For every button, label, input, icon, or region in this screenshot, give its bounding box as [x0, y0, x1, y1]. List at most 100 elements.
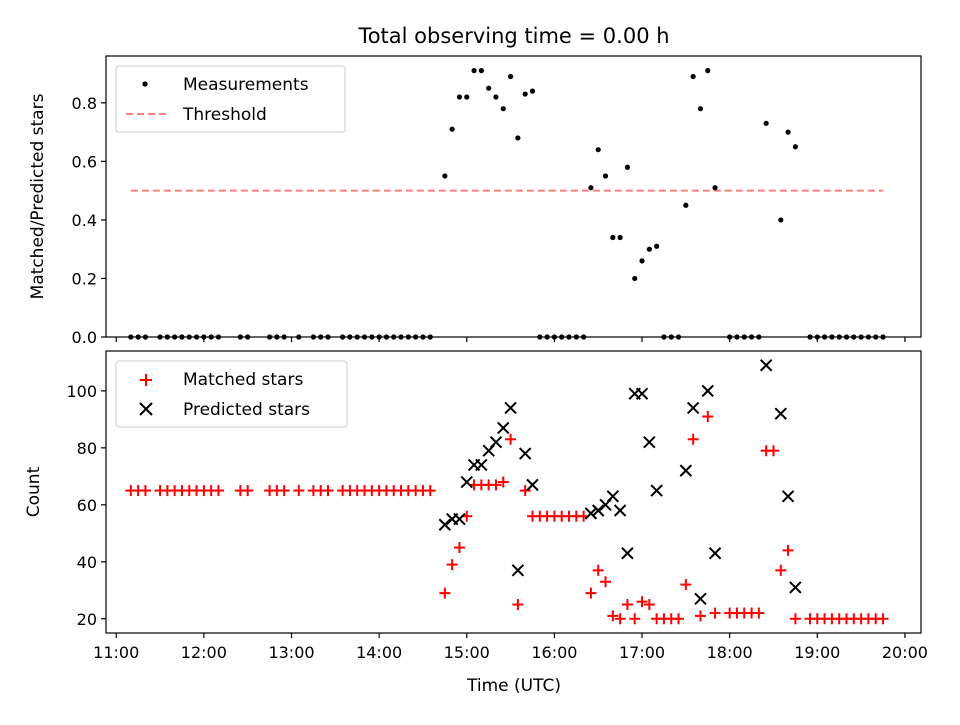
predicted-star-marker [650, 484, 663, 497]
matched-star-marker [424, 485, 436, 497]
matched-star-marker [497, 476, 509, 488]
bottom-x-tick-label: 11:00 [93, 643, 139, 662]
predicted-star-marker [759, 359, 773, 372]
matched-star-marker [702, 411, 714, 423]
bottom-y-axis: 20 40 60 80 100 [66, 382, 106, 629]
measurement-point [712, 185, 718, 191]
bottom-legend-box [115, 360, 348, 428]
measurement-point [617, 234, 623, 241]
bottom-y-tick-label: 80 [77, 439, 97, 458]
bottom-x-tick-label: 17:00 [619, 643, 665, 662]
measurement-point [515, 135, 521, 141]
predicted-star-marker [584, 507, 598, 520]
measurement-point [785, 129, 791, 135]
predicted-star-marker [708, 547, 722, 560]
measurement-point [449, 126, 455, 132]
top-panel: Total observing time = 0.00 h 0.00.20.40… [28, 24, 922, 347]
predicted-star-marker [621, 547, 634, 560]
bottom-x-axis: 11:00 12:00 13:00 14:00 15:00 16:00 17:00 18:00… [93, 633, 928, 662]
matched-star-marker [592, 564, 604, 576]
measurement-point [763, 120, 769, 126]
matched-star-marker [621, 599, 633, 611]
measurement-point [500, 106, 506, 112]
measurement-point [464, 94, 470, 100]
matched-star-marker [753, 607, 765, 619]
top-x-axis [115, 337, 906, 342]
matched-star-marker [512, 599, 524, 611]
predicted-star-marker [504, 401, 517, 415]
matched-star-marker [643, 599, 655, 611]
bottom-x-tick-label: 19:00 [794, 643, 840, 662]
measurement-point [588, 185, 594, 191]
bottom-axes-frame [105, 350, 922, 634]
bottom-x-axis-label: Time (UTC) [466, 676, 561, 696]
predicted-star-marker [686, 401, 700, 415]
predicted-star-marker [606, 490, 620, 503]
predicted-star-marker [518, 447, 532, 460]
matched-star-marker [505, 433, 517, 445]
matched-star-marker [585, 587, 597, 599]
measurement-point [654, 243, 660, 249]
measurement-point [610, 234, 616, 241]
matched-star-marker [789, 613, 801, 625]
measurement-point [486, 85, 492, 91]
matched-star-marker [278, 485, 290, 497]
top-y-axis-label: Matched/Predicted stars [28, 93, 48, 299]
predicted-star-marker [613, 504, 627, 517]
measurement-point [690, 73, 696, 80]
predicted-star-marker [460, 475, 473, 489]
bottom-y-tick-label: 40 [77, 553, 97, 572]
measurement-point [456, 94, 463, 100]
bottom-y-tick-label: 60 [77, 496, 97, 515]
bottom-x-tick-label: 12:00 [181, 643, 227, 662]
matched-star-marker [782, 544, 794, 556]
bottom-x-tick-label: 15:00 [444, 643, 490, 662]
matched-star-marker [600, 576, 612, 588]
matched-star-marker [322, 485, 334, 497]
measurement-point [471, 68, 477, 74]
matched-star-marker [490, 479, 502, 491]
measurement-point [792, 144, 798, 150]
measurement-point [639, 258, 645, 264]
predicted-star-marker [453, 512, 466, 526]
top-y-tick-label: 0.2 [72, 269, 97, 288]
matched-star-marker [629, 613, 641, 625]
measurement-point [646, 246, 652, 252]
chart-title: Total observing time = 0.00 h [357, 24, 669, 48]
predicted-star-marker [701, 384, 714, 398]
matched-star-marker [242, 485, 254, 497]
predicted-star-marker [489, 435, 503, 449]
measurement-point [624, 164, 631, 170]
measurement-point [522, 91, 528, 97]
top-legend: Measurements Threshold [115, 65, 346, 133]
measurement-point [493, 94, 499, 100]
matched-star-marker [694, 610, 706, 622]
measurement-point [602, 173, 609, 179]
measurement-point [778, 217, 784, 223]
top-y-tick-label: 0.8 [72, 94, 97, 113]
matched-star-marker [673, 613, 685, 625]
predicted-star-marker [781, 490, 795, 503]
measurement-point [632, 275, 638, 282]
measurement-point [697, 106, 704, 112]
top-legend-box [115, 65, 346, 133]
predicted-star-marker [526, 478, 539, 492]
matched-star-marker [767, 445, 779, 457]
matched-star-marker [139, 485, 151, 497]
legend-label-predicted: Predicted stars [183, 400, 310, 420]
predicted-star-marker [679, 464, 693, 477]
legend-marker-matched [140, 374, 152, 386]
legend-label-measurements: Measurements [183, 75, 309, 95]
matched-star-marker [877, 613, 889, 625]
matched-star-marker [680, 579, 692, 591]
bottom-marks [125, 359, 889, 625]
bottom-x-tick-label: 14:00 [356, 643, 402, 662]
top-axes-frame [105, 55, 922, 338]
matched-star-marker [446, 559, 458, 571]
matched-star-marker [636, 596, 648, 608]
predicted-star-marker [694, 592, 707, 606]
top-y-axis: 0.0 0.2 0.4 0.6 0.8 [72, 94, 106, 347]
bottom-y-axis-label: Count [24, 466, 44, 517]
